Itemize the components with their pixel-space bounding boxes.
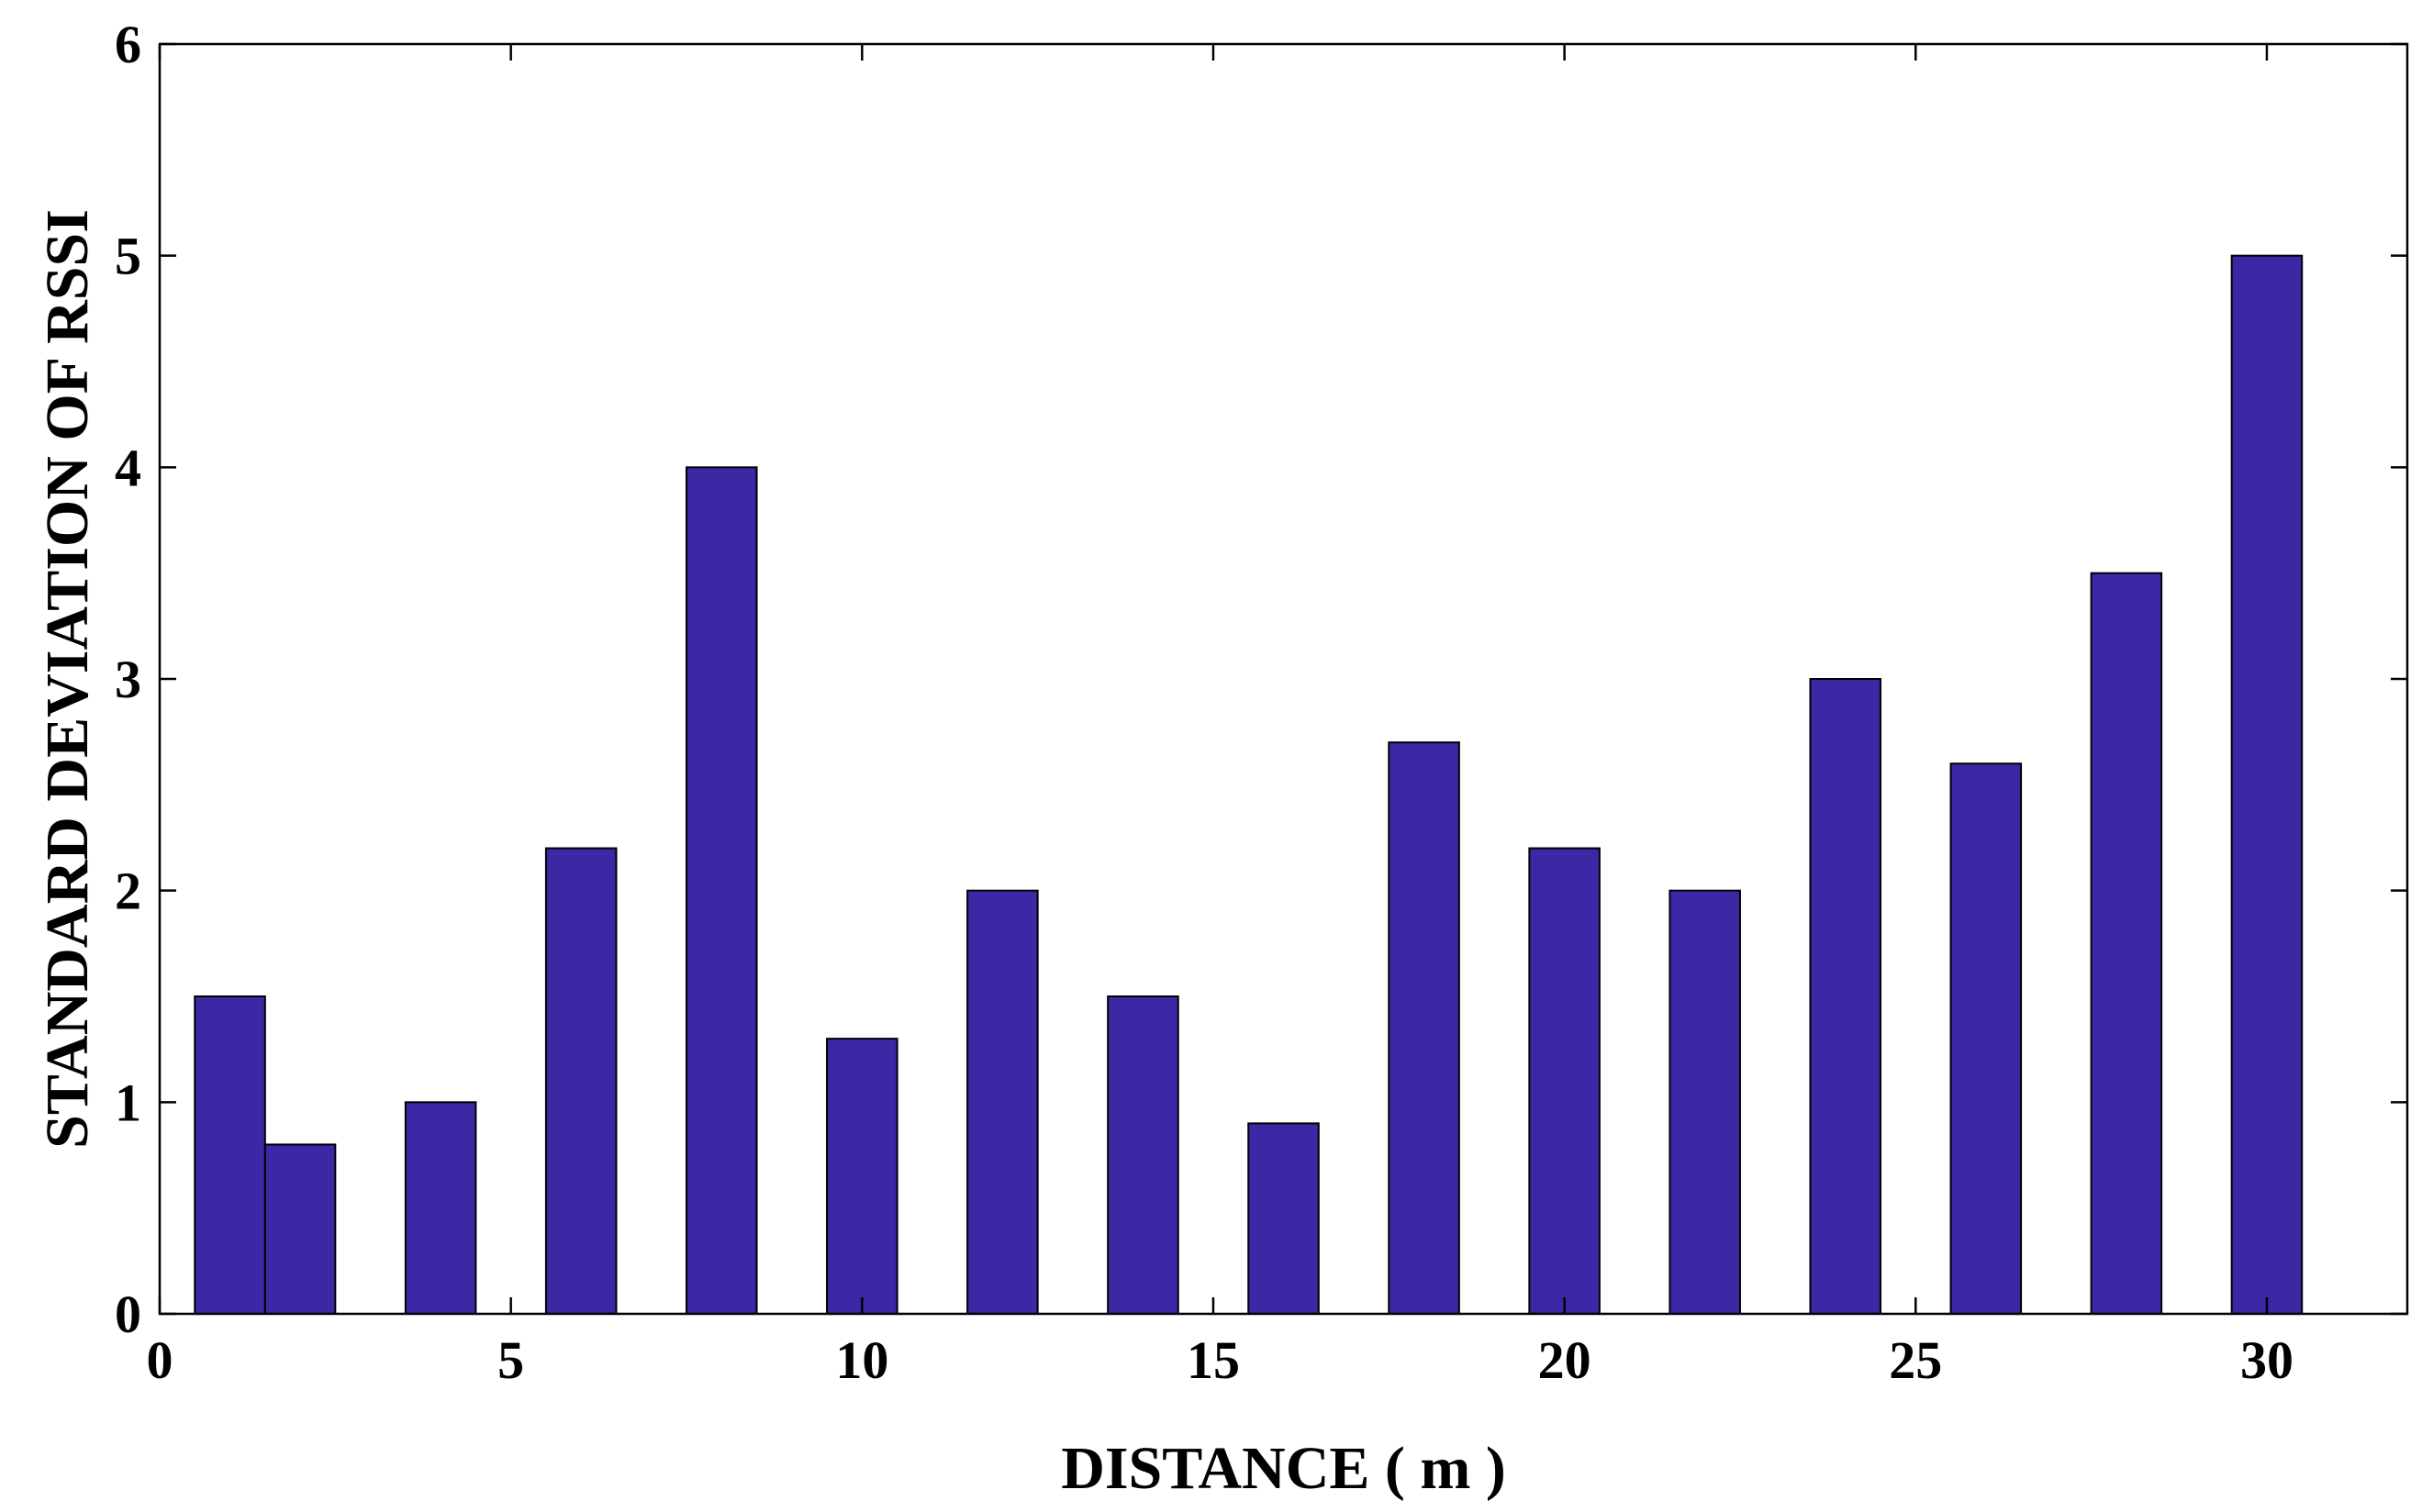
bar-x-10 — [826, 1038, 898, 1315]
x-tick-label-30: 30 — [2240, 1330, 2293, 1390]
bar-x-4 — [404, 1101, 477, 1316]
bar-x-16 — [1247, 1122, 1320, 1316]
bar-x-6 — [544, 847, 618, 1315]
bar-x-24 — [1809, 678, 1882, 1315]
x-tick-label-0: 0 — [147, 1330, 173, 1390]
x-tick-label-5: 5 — [497, 1330, 524, 1390]
y-tick-label-0: 0 — [115, 1284, 141, 1344]
y-tick-label-5: 5 — [115, 227, 141, 286]
bar-x-18 — [1388, 741, 1460, 1315]
x-tick-label-15: 15 — [1187, 1330, 1240, 1390]
bars-layer — [194, 254, 2304, 1316]
bar-x-30 — [2230, 254, 2304, 1316]
bar-x-22 — [1669, 889, 1741, 1316]
y-axis-title: STANDARD DEVIATION OF RSSI — [34, 209, 101, 1149]
bar-x-1 — [194, 995, 266, 1315]
y-tick-labels: 0 1 2 3 4 5 6 — [115, 15, 141, 1344]
bar-x-14 — [1107, 995, 1179, 1315]
y-tick-label-4: 4 — [115, 438, 141, 497]
bar-x-8 — [685, 466, 758, 1316]
x-tick-label-10: 10 — [835, 1330, 888, 1390]
ticks-layer — [158, 42, 2407, 1316]
x-axis-title: DISTANCE ( m ) — [1061, 1435, 1506, 1502]
x-tick-labels: 0 5 10 15 20 25 30 — [147, 1330, 2293, 1390]
y-tick-label-2: 2 — [115, 862, 141, 921]
bar-x-12 — [966, 889, 1039, 1316]
bar-x-2 — [263, 1143, 337, 1316]
bar-x-20 — [1528, 847, 1601, 1315]
bar-x-28 — [2090, 572, 2163, 1315]
x-tick-label-25: 25 — [1889, 1330, 1942, 1390]
y-tick-label-6: 6 — [115, 15, 141, 74]
y-tick-label-1: 1 — [115, 1073, 141, 1132]
bar-x-26 — [1949, 762, 2023, 1315]
plot-frame — [158, 42, 2409, 1316]
x-tick-label-20: 20 — [1538, 1330, 1591, 1390]
y-tick-label-3: 3 — [115, 650, 141, 709]
